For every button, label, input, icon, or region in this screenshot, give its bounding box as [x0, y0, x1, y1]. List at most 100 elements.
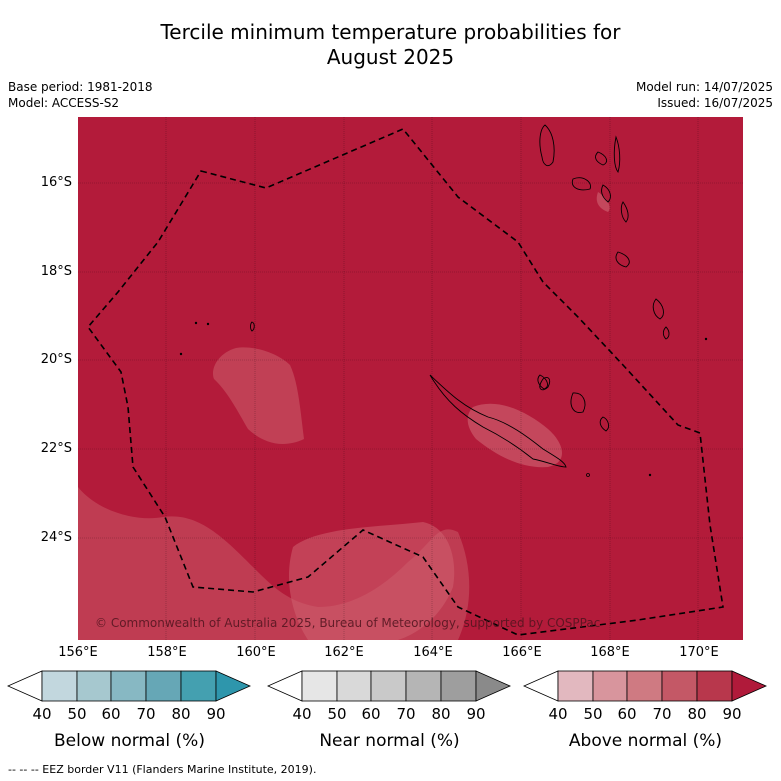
near-seg-5: [440, 670, 477, 702]
below-seg-0: [7, 670, 43, 702]
below-tick-60: 60: [101, 705, 121, 723]
lon-label-156e: 156°E: [58, 645, 98, 660]
colorbar-near-ticks: 40 50 60 70 80 90: [267, 705, 512, 723]
lat-label-24s: 24°S: [40, 530, 72, 545]
islet-2: [179, 352, 183, 356]
colorbar-below-svg: [7, 670, 251, 702]
near-tick-60: 60: [361, 705, 381, 723]
below-seg-4: [145, 670, 182, 702]
below-tick-90: 90: [206, 705, 226, 723]
lat-label-18s: 18°S: [40, 264, 72, 279]
colorbar-above-title: Above normal (%): [568, 731, 723, 751]
islet-1: [194, 321, 198, 325]
above-seg-2: [592, 670, 628, 702]
lighter-patch-new-caledonia: [467, 403, 562, 468]
title-line-1: Tercile minimum temperature probabilitie…: [160, 20, 621, 44]
title-line-2: August 2025: [326, 45, 455, 69]
above-tick-60: 60: [617, 705, 637, 723]
lon-label-158e: 158°E: [147, 645, 187, 660]
below-seg-5: [180, 670, 217, 702]
above-seg-4: [661, 670, 698, 702]
lighter-patch-west: [212, 347, 304, 444]
map-title: Tercile minimum temperature probabilitie…: [0, 20, 781, 70]
above-seg-1: [557, 670, 594, 702]
graticule: [78, 117, 743, 640]
near-tick-90: 90: [466, 705, 486, 723]
above-seg-5: [696, 670, 733, 702]
pentecost-coast: [613, 135, 621, 173]
meta-right: Model run: 14/07/2025 Issued: 16/07/2025: [636, 79, 773, 111]
near-seg-0: [267, 670, 303, 702]
above-tick-70: 70: [652, 705, 672, 723]
tanna-coast: [662, 326, 670, 340]
colorbar-below-ticks: 40 50 60 70 80 90: [7, 705, 252, 723]
islet-6: [648, 473, 652, 477]
new-caledonia-coast: [429, 374, 567, 468]
islet-5: [586, 473, 590, 477]
efate-coast: [615, 251, 630, 268]
near-seg-4: [405, 670, 442, 702]
colorbar-near-title: Near normal (%): [319, 731, 460, 751]
copyright-text: © Commonwealth of Australia 2025, Bureau…: [95, 616, 600, 630]
lon-label-170e: 170°E: [679, 645, 719, 660]
lat-label-16s: 16°S: [40, 175, 72, 190]
eez-footnote: -- -- -- EEZ border V11 (Flanders Marine…: [8, 763, 317, 776]
islet-3: [206, 322, 210, 326]
below-seg-1: [41, 670, 78, 702]
lighter-patch-south-center: [288, 522, 455, 640]
lon-label-162e: 162°E: [324, 645, 364, 660]
below-seg-3: [110, 670, 147, 702]
above-seg-0: [523, 670, 559, 702]
near-tick-50: 50: [327, 705, 347, 723]
matthew-island-coast: [537, 374, 548, 390]
model-run: Model run: 14/07/2025: [635, 80, 773, 94]
below-tick-70: 70: [136, 705, 156, 723]
lat-label-20s: 20°S: [40, 352, 72, 367]
epi-coast: [620, 201, 629, 223]
above-tick-50: 50: [583, 705, 603, 723]
lon-label-168e: 168°E: [590, 645, 630, 660]
lon-label-166e: 166°E: [502, 645, 542, 660]
meta-left: Base period: 1981-2018 Model: ACCESS-S2: [8, 79, 153, 111]
model-name: Model: ACCESS-S2: [8, 96, 120, 110]
near-seg-1: [301, 670, 338, 702]
base-period: Base period: 1981-2018: [8, 80, 153, 94]
maewo-coast: [595, 151, 608, 166]
ouvea-coast: [599, 416, 610, 432]
chesterfield-islet: [250, 321, 255, 332]
map-panel: © Commonwealth of Australia 2025, Bureau…: [78, 117, 743, 640]
lat-label-22s: 22°S: [40, 441, 72, 456]
below-tick-80: 80: [171, 705, 191, 723]
eez-border: [86, 128, 724, 636]
colorbar-below-title: Below normal (%): [54, 731, 205, 751]
above-tick-40: 40: [548, 705, 568, 723]
map-svg: © Commonwealth of Australia 2025, Bureau…: [78, 117, 743, 640]
below-tick-40: 40: [32, 705, 52, 723]
ambrym-coast: [601, 184, 611, 203]
islet-4: [704, 337, 708, 341]
below-seg-6: [215, 670, 251, 702]
erromango-coast: [652, 298, 664, 320]
below-seg-2: [76, 670, 112, 702]
malekula-coast: [571, 177, 591, 191]
above-tick-90: 90: [722, 705, 742, 723]
lighter-patch-vanuatu: [596, 192, 610, 212]
mare-coast: [570, 392, 586, 413]
colorbar-above-svg: [523, 670, 767, 702]
above-tick-80: 80: [687, 705, 707, 723]
lon-label-164e: 164°E: [413, 645, 453, 660]
near-tick-70: 70: [396, 705, 416, 723]
lon-label-160e: 160°E: [236, 645, 276, 660]
near-seg-3: [370, 670, 407, 702]
espiritu-santo-coast: [539, 124, 555, 167]
colorbar-above-ticks: 40 50 60 70 80 90: [523, 705, 768, 723]
below-tick-50: 50: [67, 705, 87, 723]
colorbar-near-svg: [267, 670, 511, 702]
near-tick-80: 80: [431, 705, 451, 723]
issued-date: Issued: 16/07/2025: [657, 96, 773, 110]
near-tick-40: 40: [292, 705, 312, 723]
above-seg-3: [626, 670, 663, 702]
near-seg-6: [475, 670, 511, 702]
above-seg-6: [731, 670, 767, 702]
near-seg-2: [336, 670, 372, 702]
